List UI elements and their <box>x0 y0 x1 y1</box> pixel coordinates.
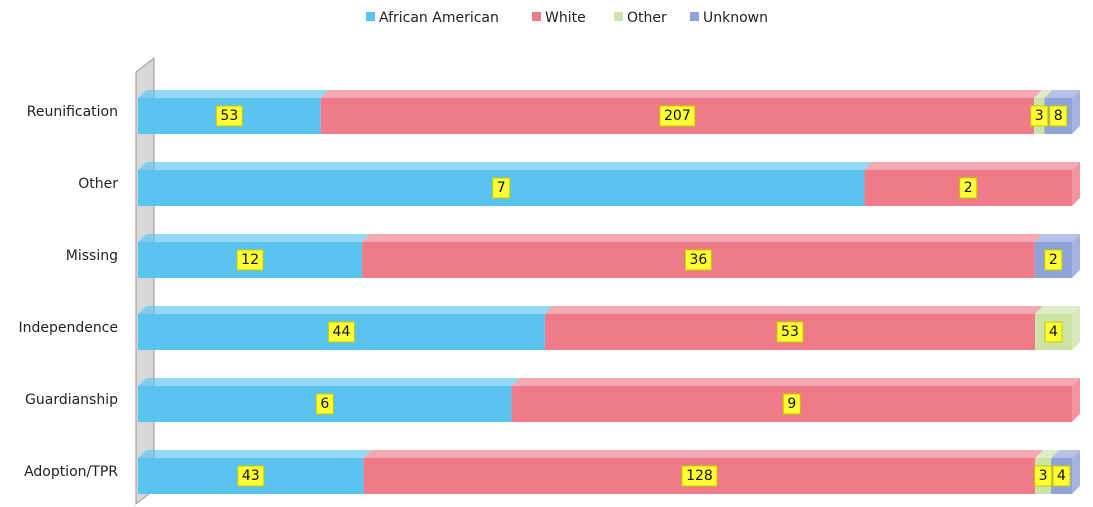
bar-top <box>1034 234 1080 242</box>
bar-top <box>320 90 1043 98</box>
data-label-box <box>315 393 334 415</box>
data-label-box <box>684 249 712 271</box>
bar-top <box>1051 450 1080 458</box>
y-tick-label: Guardianship <box>25 392 118 408</box>
data-label: 4 <box>1057 468 1066 484</box>
data-label-box <box>215 105 243 127</box>
bar-top <box>138 90 329 98</box>
bar-top <box>1044 90 1080 98</box>
bar-top <box>362 234 1043 242</box>
data-label: 8 <box>1054 108 1063 124</box>
data-label: 6 <box>320 396 329 412</box>
data-label-box <box>659 105 696 127</box>
data-label-box <box>1052 465 1071 487</box>
legend-swatch <box>366 12 375 21</box>
bar-top <box>1035 450 1060 458</box>
bar-top <box>544 306 1044 314</box>
y-tick-label: Adoption/TPR <box>24 464 118 480</box>
bar-top <box>138 162 873 170</box>
bar-end <box>1072 378 1080 422</box>
data-label-box <box>236 249 264 271</box>
data-label-box <box>1044 249 1063 271</box>
data-label: 3 <box>1035 108 1044 124</box>
y-tick-label: Independence <box>18 320 118 336</box>
data-label: 3 <box>1039 468 1048 484</box>
bar-top <box>138 450 372 458</box>
bar-end <box>1072 450 1080 494</box>
data-label-box <box>1034 465 1053 487</box>
data-label: 43 <box>242 468 260 484</box>
legend-swatch <box>532 12 541 21</box>
legend: African American White Other Unknown <box>366 10 768 26</box>
data-label-box <box>776 321 804 343</box>
bar-top <box>138 234 371 242</box>
data-label: 53 <box>781 324 799 340</box>
bar-end <box>1072 162 1080 206</box>
legend-swatch <box>614 12 623 21</box>
data-label-box <box>237 465 265 487</box>
bar-top <box>138 378 520 386</box>
data-label: 7 <box>497 180 506 196</box>
bar-top <box>864 162 1080 170</box>
bar-top <box>1034 90 1053 98</box>
data-label-box <box>327 321 355 343</box>
bar-top <box>363 450 1044 458</box>
legend-label: Other <box>627 10 667 26</box>
bar-top <box>1035 306 1080 314</box>
data-label-box <box>1044 321 1063 343</box>
data-label: 2 <box>964 180 973 196</box>
legend-label: African American <box>379 10 499 26</box>
data-label: 4 <box>1049 324 1058 340</box>
bar-end <box>1072 90 1080 134</box>
data-label: 2 <box>1049 252 1058 268</box>
y-tick-label: Reunification <box>27 104 118 120</box>
data-label: 44 <box>333 324 351 340</box>
bar-end <box>1072 306 1080 350</box>
data-label-box <box>1030 105 1049 127</box>
bar-top <box>138 306 553 314</box>
legend-swatch <box>690 12 699 21</box>
data-label: 128 <box>686 468 713 484</box>
data-label: 12 <box>241 252 259 268</box>
data-label-box <box>782 393 801 415</box>
data-label-box <box>492 177 511 199</box>
data-label-box <box>681 465 718 487</box>
data-label: 53 <box>220 108 238 124</box>
data-label-box <box>1049 105 1068 127</box>
data-label-box <box>959 177 978 199</box>
y-tick-label: Other <box>78 176 118 192</box>
bar-end <box>1072 234 1080 278</box>
bar-top <box>511 378 1081 386</box>
data-label: 9 <box>787 396 796 412</box>
legend-label: Unknown <box>703 10 768 26</box>
data-label: 207 <box>664 108 691 124</box>
legend-label: White <box>545 10 586 26</box>
y-tick-label: Missing <box>66 248 118 264</box>
data-label: 36 <box>689 252 707 268</box>
